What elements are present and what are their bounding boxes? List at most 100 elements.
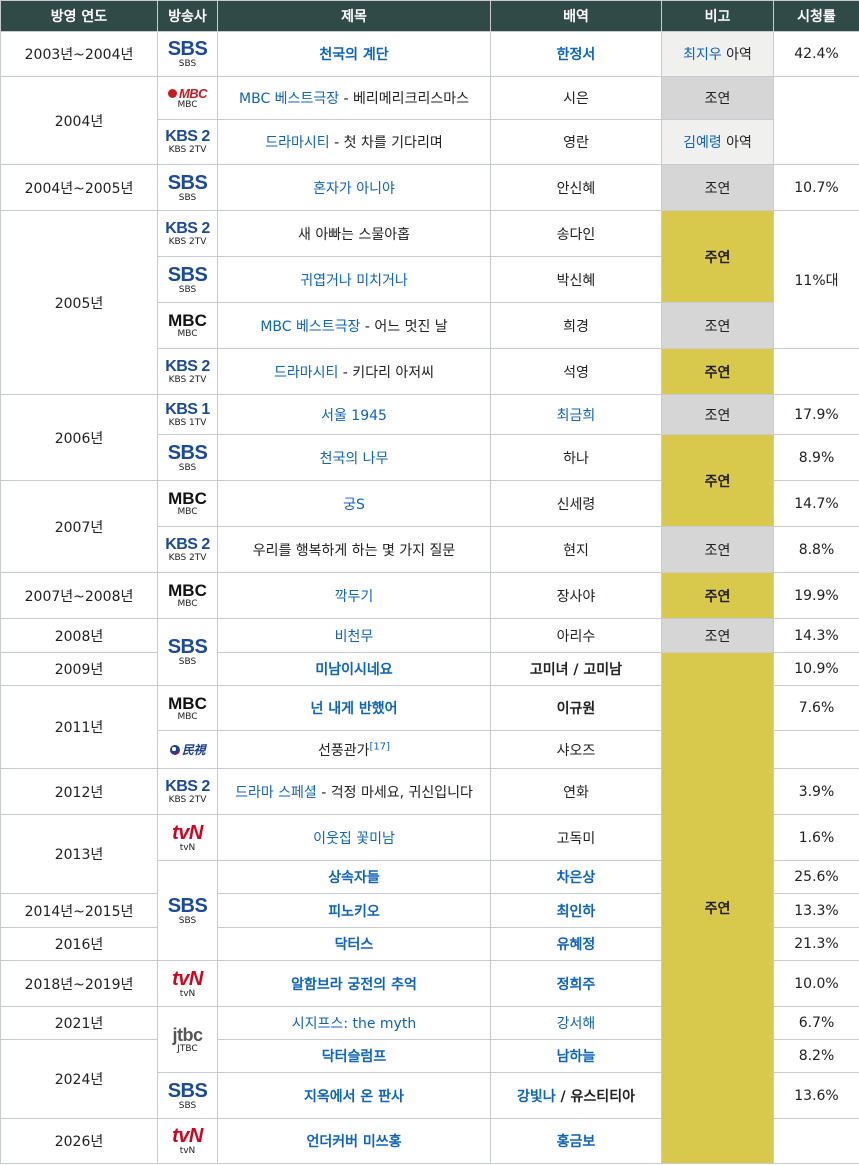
title-cell[interactable]: 서울 1945 xyxy=(217,394,491,435)
role-cell[interactable]: 남하늘 xyxy=(490,1039,662,1073)
title-link[interactable]: 언더커버 미쓰홍 xyxy=(306,1134,402,1150)
title-cell[interactable]: 천국의 계단 xyxy=(217,31,491,77)
network-cell[interactable]: tvN tvN xyxy=(157,1118,218,1164)
kbs2-logo-icon[interactable]: KBS 2 KBS 2TV xyxy=(162,358,213,385)
title-cell[interactable]: 피노키오 xyxy=(217,893,491,928)
title-link[interactable]: 드라마시티 xyxy=(265,135,330,151)
network-cell[interactable]: SBS SBS xyxy=(157,618,218,686)
role-link[interactable]: 강빛나 xyxy=(517,1088,556,1105)
title-cell[interactable]: MBC 베스트극장 - 어느 멋진 날 xyxy=(217,302,491,349)
title-link[interactable]: 시지프스: the myth xyxy=(291,1016,417,1032)
network-cell[interactable]: MBC MBC xyxy=(157,302,218,349)
title-link[interactable]: 천국의 계단 xyxy=(319,47,389,63)
network-cell[interactable]: KBS 2 KBS 2TV xyxy=(157,768,218,815)
sbs-logo-icon[interactable]: SBS SBS xyxy=(162,443,213,473)
title-link[interactable]: 미남이시네요 xyxy=(315,662,393,678)
title-link[interactable]: 이웃집 꽃미남 xyxy=(313,830,395,847)
mbc-logo-icon[interactable]: MBC MBC xyxy=(162,87,213,110)
mbc-logo-icon[interactable]: MBC MBC xyxy=(162,695,213,722)
title-link[interactable]: MBC 베스트극장 xyxy=(239,91,340,107)
network-cell[interactable]: tvN tvN xyxy=(157,814,218,861)
role-cell[interactable]: 차은상 xyxy=(490,860,662,894)
network-cell[interactable]: MBC MBC xyxy=(157,480,218,527)
network-cell[interactable]: KBS 2 KBS 2TV xyxy=(157,526,218,573)
role-cell[interactable]: 최인하 xyxy=(490,893,662,928)
network-cell[interactable]: KBS 2 KBS 2TV xyxy=(157,348,218,395)
role-link[interactable]: 정희주 xyxy=(556,976,596,993)
role-cell[interactable]: 한정서 xyxy=(490,31,662,77)
kbs2-logo-icon[interactable]: KBS 2 KBS 2TV xyxy=(162,129,213,155)
title-cell[interactable]: 드라마시티 - 첫 차를 기다리며 xyxy=(217,119,491,165)
role-cell[interactable]: 강서해 xyxy=(490,1006,662,1040)
title-cell[interactable]: 시지프스: the myth xyxy=(217,1006,491,1040)
kbs2-logo-icon[interactable]: KBS 2 KBS 2TV xyxy=(162,220,213,247)
title-link[interactable]: 깍두기 xyxy=(334,588,374,605)
network-cell[interactable]: jtbc JTBC xyxy=(157,1006,218,1073)
network-cell[interactable]: tvN tvN xyxy=(157,960,218,1007)
mbc-logo-icon[interactable]: MBC MBC xyxy=(162,582,213,609)
title-link[interactable]: 궁S xyxy=(343,496,365,513)
network-cell[interactable]: MBC MBC xyxy=(157,76,218,120)
note-link[interactable]: 최지우 xyxy=(683,47,722,63)
title-cell[interactable]: 언더커버 미쓰홍 xyxy=(217,1118,491,1164)
tvn-logo-icon[interactable]: tvN tvN xyxy=(162,969,213,999)
title-link[interactable]: MBC 베스트극장 xyxy=(260,318,361,335)
kbs2-logo-icon[interactable]: KBS 2 KBS 2TV xyxy=(162,778,213,805)
mbc-logo-icon[interactable]: MBC MBC xyxy=(162,490,213,517)
sbs-logo-icon[interactable]: SBS SBS xyxy=(162,1081,213,1111)
title-cell[interactable]: 비천무 xyxy=(217,618,491,653)
role-cell[interactable]: 정희주 xyxy=(490,960,662,1007)
title-cell[interactable]: 혼자가 아니야 xyxy=(217,164,491,211)
title-link[interactable]: 서울 1945 xyxy=(321,407,387,424)
network-cell[interactable]: SBS SBS xyxy=(157,256,218,303)
title-link[interactable]: 피노키오 xyxy=(328,903,380,920)
title-link[interactable]: 지옥에서 온 판사 xyxy=(304,1088,404,1105)
title-link[interactable]: 닥터스 xyxy=(334,937,374,953)
title-link[interactable]: 알함브라 궁전의 추억 xyxy=(291,976,417,993)
title-cell[interactable]: 닥터슬럼프 xyxy=(217,1039,491,1073)
role-link[interactable]: 홍금보 xyxy=(556,1134,596,1150)
title-cell[interactable]: 천국의 나무 xyxy=(217,434,491,481)
role-link[interactable]: 최인하 xyxy=(556,903,596,920)
role-link[interactable]: 한정서 xyxy=(556,47,596,63)
title-link[interactable]: 혼자가 아니야 xyxy=(313,180,395,197)
role-link[interactable]: 최금희 xyxy=(556,407,596,424)
title-cell[interactable]: 지옥에서 온 판사 xyxy=(217,1072,491,1119)
sbs-logo-icon[interactable]: SBS SBS xyxy=(162,896,213,926)
title-cell[interactable]: 이웃집 꽃미남 xyxy=(217,814,491,861)
title-cell[interactable]: 상속자들 xyxy=(217,860,491,894)
title-link[interactable]: 귀엽거나 미치거나 xyxy=(300,272,408,289)
title-cell[interactable]: 드라마 스페셜 - 걱정 마세요, 귀신입니다 xyxy=(217,768,491,815)
network-cell[interactable]: KBS 2 KBS 2TV xyxy=(157,210,218,257)
sbs-logo-icon[interactable]: SBS SBS xyxy=(162,173,213,203)
network-cell[interactable]: MBC MBC xyxy=(157,572,218,619)
role-link[interactable]: 유혜정 xyxy=(556,937,596,953)
kbs2-logo-icon[interactable]: KBS 2 KBS 2TV xyxy=(162,536,213,563)
title-cell[interactable]: 넌 내게 반했어 xyxy=(217,685,491,731)
role-link[interactable]: 남하늘 xyxy=(556,1049,596,1065)
title-cell[interactable]: MBC 베스트극장 - 베리메리크리스마스 xyxy=(217,76,491,120)
mbc-logo-icon[interactable]: MBC MBC xyxy=(162,312,213,339)
network-cell[interactable]: SBS SBS xyxy=(157,860,218,961)
role-link[interactable]: 차은상 xyxy=(556,870,596,886)
note-link[interactable]: 김예령 xyxy=(683,135,722,151)
reference-link[interactable]: [17] xyxy=(369,740,391,752)
title-cell[interactable]: 알함브라 궁전의 추억 xyxy=(217,960,491,1007)
title-link[interactable]: 천국의 나무 xyxy=(319,450,389,467)
tvn-logo-icon[interactable]: tvN tvN xyxy=(162,1126,213,1156)
role-cell[interactable]: 유혜정 xyxy=(490,927,662,961)
kbs1-logo-icon[interactable]: KBS 1 KBS 1TV xyxy=(162,401,213,428)
network-cell[interactable]: SBS SBS xyxy=(157,31,218,77)
network-cell[interactable]: SBS SBS xyxy=(157,164,218,211)
network-cell[interactable]: SBS SBS xyxy=(157,1072,218,1119)
sbs-logo-icon[interactable]: SBS SBS xyxy=(162,265,213,295)
title-link[interactable]: 상속자들 xyxy=(328,870,380,886)
network-cell[interactable]: KBS 1 KBS 1TV xyxy=(157,394,218,435)
role-link[interactable]: 강서해 xyxy=(556,1016,596,1032)
tvn-logo-icon[interactable]: tvN tvN xyxy=(162,823,213,853)
title-link[interactable]: 드라마시티 xyxy=(273,364,339,381)
title-link[interactable]: 비천무 xyxy=(334,628,374,645)
title-cell[interactable]: 귀엽거나 미치거나 xyxy=(217,256,491,303)
title-link[interactable]: 드라마 스페셜 xyxy=(235,784,317,801)
network-cell[interactable]: SBS SBS xyxy=(157,434,218,481)
